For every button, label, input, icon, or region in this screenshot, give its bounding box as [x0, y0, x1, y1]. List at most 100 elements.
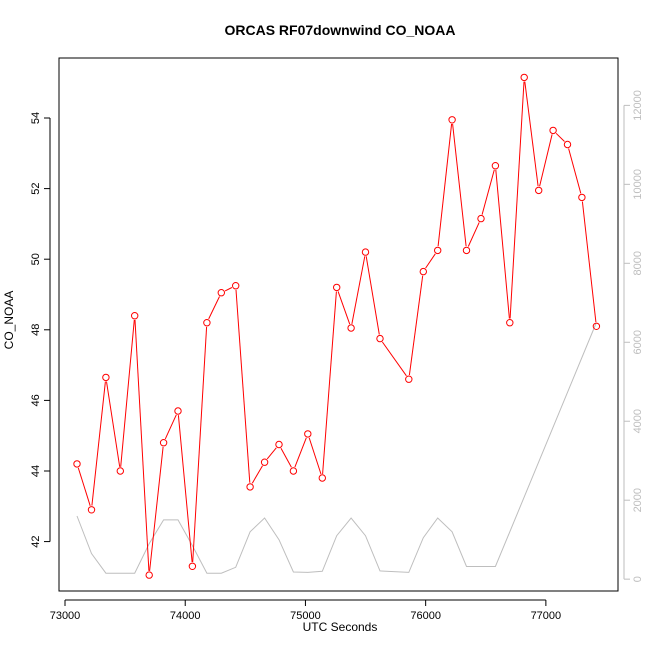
series-segment — [149, 446, 164, 571]
data-point — [203, 319, 211, 327]
y-axis-label: CO_NOAA — [2, 291, 16, 350]
series-segment — [481, 169, 495, 215]
y2-tick-label: 2000 — [632, 488, 644, 512]
y2-tick-label: 8000 — [632, 251, 644, 275]
series-segment — [164, 414, 177, 440]
series-segment — [467, 222, 480, 247]
data-point — [131, 312, 139, 320]
primary-series-layer — [73, 73, 601, 579]
data-point — [333, 283, 341, 292]
series-segment — [77, 467, 91, 506]
series-segment — [224, 287, 233, 292]
data-point — [188, 562, 197, 570]
y-tick-label: 46 — [30, 394, 42, 406]
data-point — [102, 373, 110, 382]
series-segment — [134, 319, 150, 571]
data-point — [376, 334, 384, 343]
data-point — [246, 483, 254, 491]
data-point — [549, 126, 557, 135]
chart-title: ORCAS RF07downwind CO_NOAA — [224, 22, 455, 38]
y-tick-label: 54 — [30, 112, 42, 124]
y2-tick-label: 10000 — [632, 169, 644, 200]
data-point — [347, 324, 355, 332]
series-segment — [452, 123, 467, 247]
data-point — [217, 289, 226, 297]
data-point — [289, 467, 298, 475]
series-segment — [177, 415, 193, 563]
data-point — [592, 322, 601, 330]
series-segment — [408, 275, 424, 376]
y2-tick-label: 4000 — [632, 409, 644, 433]
series-segment — [192, 326, 208, 563]
x-tick-label: 74000 — [170, 610, 201, 622]
y2-tick-label: 6000 — [632, 330, 644, 354]
series-segment — [251, 465, 263, 484]
series-segment — [539, 134, 553, 187]
data-point — [563, 140, 572, 149]
y2-tick-label: 0 — [632, 576, 644, 582]
data-point — [535, 186, 543, 195]
data-point — [174, 407, 182, 415]
series-segment — [208, 296, 220, 320]
secondary-series-line — [76, 322, 597, 574]
x-tick-label: 76000 — [410, 610, 441, 622]
series-segment — [437, 123, 453, 247]
y2-tick-label: 12000 — [632, 90, 644, 121]
data-point — [520, 73, 528, 82]
series-segment — [524, 81, 539, 187]
series-segment — [365, 256, 380, 335]
series-segment — [381, 341, 407, 377]
data-point — [116, 467, 125, 475]
y-tick-label: 52 — [30, 182, 42, 194]
data-point — [145, 571, 153, 579]
y-tick-label: 50 — [30, 253, 42, 265]
y-tick-label: 42 — [30, 535, 42, 547]
series-segment — [509, 81, 525, 319]
series-segment — [337, 291, 351, 325]
y-tick-label: 44 — [30, 465, 42, 477]
x-tick-label: 77000 — [531, 610, 562, 622]
data-point — [477, 214, 485, 223]
series-segment — [425, 253, 436, 269]
series-segment — [322, 291, 337, 474]
data-point — [304, 430, 312, 438]
x-tick-label: 75000 — [290, 610, 321, 622]
series-segment — [351, 256, 366, 324]
series-segment — [106, 381, 121, 467]
y-tick-label: 48 — [30, 324, 42, 336]
x-tick-label: 73000 — [50, 610, 81, 622]
data-point — [419, 267, 427, 276]
data-point — [361, 248, 370, 256]
data-point — [578, 193, 586, 202]
data-point — [260, 458, 269, 466]
plot-frame — [58, 57, 619, 592]
data-point — [491, 162, 500, 170]
data-point — [275, 440, 283, 449]
data-point — [159, 439, 168, 447]
secondary-series-layer — [76, 322, 597, 574]
series-segment — [91, 381, 106, 506]
data-point — [448, 116, 456, 124]
data-point — [405, 375, 413, 383]
data-point — [232, 282, 240, 290]
series-segment — [495, 169, 510, 319]
data-point — [462, 246, 471, 255]
series-segment — [294, 437, 307, 468]
series-segment — [120, 319, 135, 467]
series-segment — [568, 148, 582, 194]
axes-layer: 73000 74000 75000 76000 77000 42 44 46 48 50 52 54 0… — [30, 57, 644, 622]
data-point — [318, 474, 326, 482]
series-segment — [555, 132, 565, 142]
series-segment — [581, 201, 597, 323]
data-point — [73, 460, 81, 468]
series-segment — [308, 437, 322, 475]
x-axis-label: UTC Seconds — [303, 620, 378, 634]
data-point — [87, 506, 96, 514]
data-point — [434, 246, 442, 255]
series-segment — [266, 447, 277, 460]
series-segment — [235, 289, 251, 483]
series-segment — [280, 447, 292, 468]
data-point — [506, 319, 514, 327]
